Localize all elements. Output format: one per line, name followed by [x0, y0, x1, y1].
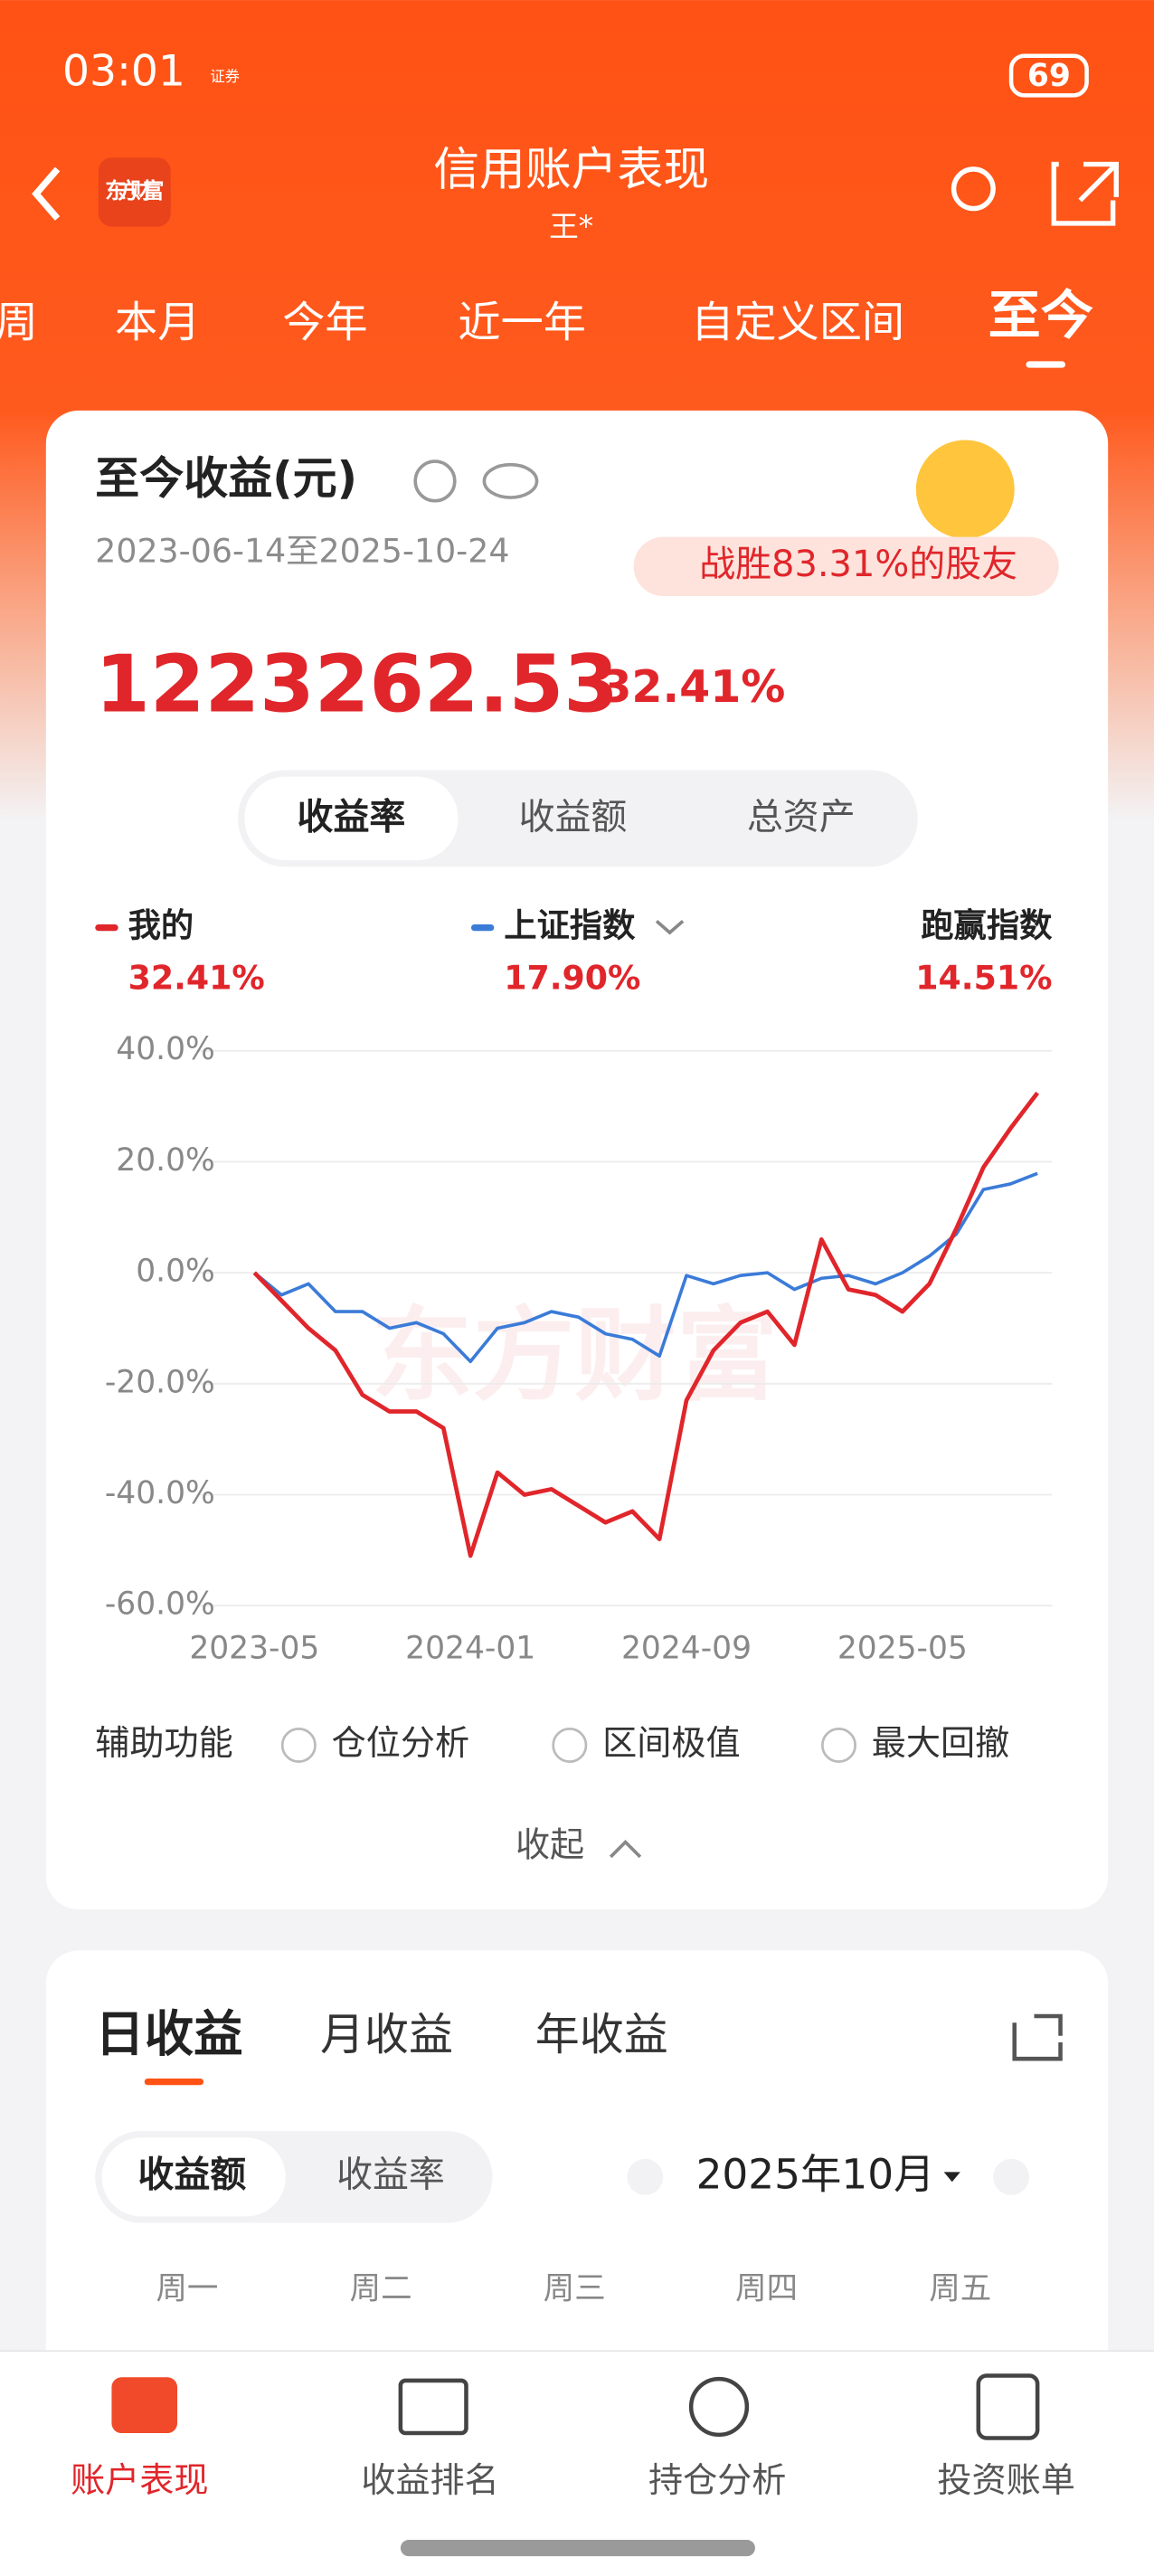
period-tab[interactable]: 今年: [282, 298, 367, 347]
chart-toggle[interactable]: 总资产: [747, 796, 856, 838]
collapse-caret[interactable]: [609, 1840, 642, 1859]
home-indicator: [400, 2539, 755, 2557]
rate: 32.41%: [601, 661, 785, 713]
x-tick-label: 2024-09: [621, 1631, 752, 1667]
summary-title: 至今收益(元): [95, 452, 357, 504]
tool-option[interactable]: 最大回撤: [872, 1723, 1009, 1763]
nav-label[interactable]: 账户表现: [71, 2460, 208, 2500]
nav-title: 信用账户表现: [433, 143, 709, 196]
weekday: 周四: [735, 2271, 798, 2307]
legend-value: 32.41%: [128, 959, 265, 998]
series-line: [252, 1091, 1040, 1558]
tool-option[interactable]: 仓位分析: [332, 1723, 469, 1763]
emoji-icon: [915, 440, 1015, 539]
logo-box: [98, 157, 171, 227]
period-tab[interactable]: 自定义区间: [691, 298, 904, 347]
chart-toggle[interactable]: 收益率: [298, 796, 406, 838]
weekday: 周五: [929, 2271, 991, 2307]
date-range: 2023-06-14至2025-10-24: [95, 532, 509, 571]
daily-card: [45, 1950, 1109, 2443]
legend-swatch: [95, 923, 118, 932]
badge-text[interactable]: 战胜83.31%的股友: [699, 544, 1017, 585]
share-icon[interactable]: [1051, 161, 1119, 226]
daily-share-icon[interactable]: [1012, 2013, 1063, 2061]
series-line: [253, 1171, 1038, 1364]
app-badge: 证券: [210, 68, 240, 85]
battery-level: 69: [1027, 58, 1071, 94]
watermark: 东方财富: [371, 1296, 778, 1415]
daily-tab[interactable]: 日收益: [95, 2005, 242, 2063]
tools-label: 辅助功能: [95, 1723, 232, 1763]
month[interactable]: 2025年10月: [696, 2150, 935, 2198]
weekday: 周一: [156, 2271, 218, 2307]
collapse[interactable]: 收起: [516, 1825, 584, 1865]
nav-icon[interactable]: [111, 2377, 178, 2434]
daily-tab-underline: [144, 2078, 204, 2086]
battery-outline: [1008, 53, 1089, 98]
period-tab[interactable]: 至今: [988, 284, 1093, 346]
chart-toggle[interactable]: 收益额: [519, 796, 628, 838]
tool-option[interactable]: 区间极值: [602, 1723, 740, 1763]
daily-toggle-selected[interactable]: [101, 2137, 286, 2217]
legend-name: 我的: [128, 906, 194, 945]
logo-text: 东方财富: [105, 178, 164, 204]
nav-subtitle: 王*: [549, 209, 593, 243]
outperform-label: 跑赢指数: [921, 906, 1053, 945]
y-tick-label: -60.0%: [105, 1586, 215, 1623]
nav-label[interactable]: 投资账单: [937, 2460, 1074, 2500]
period-tab[interactable]: 周: [0, 298, 38, 347]
y-tick-label: 40.0%: [116, 1031, 215, 1067]
x-tick-label: 2024-01: [405, 1631, 535, 1667]
radio[interactable]: [820, 1727, 857, 1764]
legend-value: 17.90%: [504, 959, 640, 998]
nav-icon[interactable]: [688, 2376, 750, 2438]
daily-tab[interactable]: 月收益: [320, 2009, 453, 2060]
bottom-nav: [0, 2351, 1154, 2576]
eye-icon[interactable]: [482, 462, 539, 499]
y-tick-label: -20.0%: [105, 1364, 215, 1400]
daily-tab[interactable]: 年收益: [535, 2009, 668, 2060]
status-time: 03:01: [62, 47, 185, 97]
month-dropdown[interactable]: [943, 2172, 960, 2183]
weekday: 周三: [544, 2271, 606, 2307]
nav-label[interactable]: 收益排名: [361, 2460, 498, 2500]
info-icon[interactable]: [413, 459, 457, 503]
daily-toggle[interactable]: 收益额: [137, 2154, 246, 2195]
user-icon[interactable]: [951, 166, 996, 212]
index-dropdown[interactable]: [655, 919, 685, 935]
y-tick-label: -40.0%: [105, 1475, 215, 1511]
amount: 1223262.53: [95, 638, 619, 730]
nav-icon[interactable]: [976, 2373, 1040, 2440]
tab-underline: [1026, 361, 1065, 368]
legend-name: 上证指数: [504, 906, 636, 945]
radio[interactable]: [280, 1727, 317, 1764]
outperform-value: 14.51%: [915, 959, 1052, 998]
badge-bg[interactable]: [633, 536, 1059, 596]
x-tick-label: 2025-05: [837, 1631, 968, 1667]
nav-label[interactable]: 持仓分析: [648, 2460, 786, 2500]
x-tick-label: 2023-05: [189, 1631, 319, 1667]
radio[interactable]: [552, 1727, 588, 1764]
toggle-selected[interactable]: [244, 776, 459, 861]
nav-icon[interactable]: [398, 2378, 468, 2436]
y-tick-label: 0.0%: [136, 1254, 215, 1290]
prev-month[interactable]: [627, 2158, 664, 2195]
daily-toggle[interactable]: 收益率: [336, 2154, 445, 2195]
period-tab[interactable]: 本月: [115, 298, 200, 347]
back-button[interactable]: [32, 166, 61, 221]
weekday: 周二: [350, 2271, 412, 2307]
period-tab[interactable]: 近一年: [458, 298, 586, 347]
next-month[interactable]: [993, 2158, 1030, 2195]
legend-swatch: [470, 923, 495, 932]
y-tick-label: 20.0%: [116, 1142, 215, 1179]
